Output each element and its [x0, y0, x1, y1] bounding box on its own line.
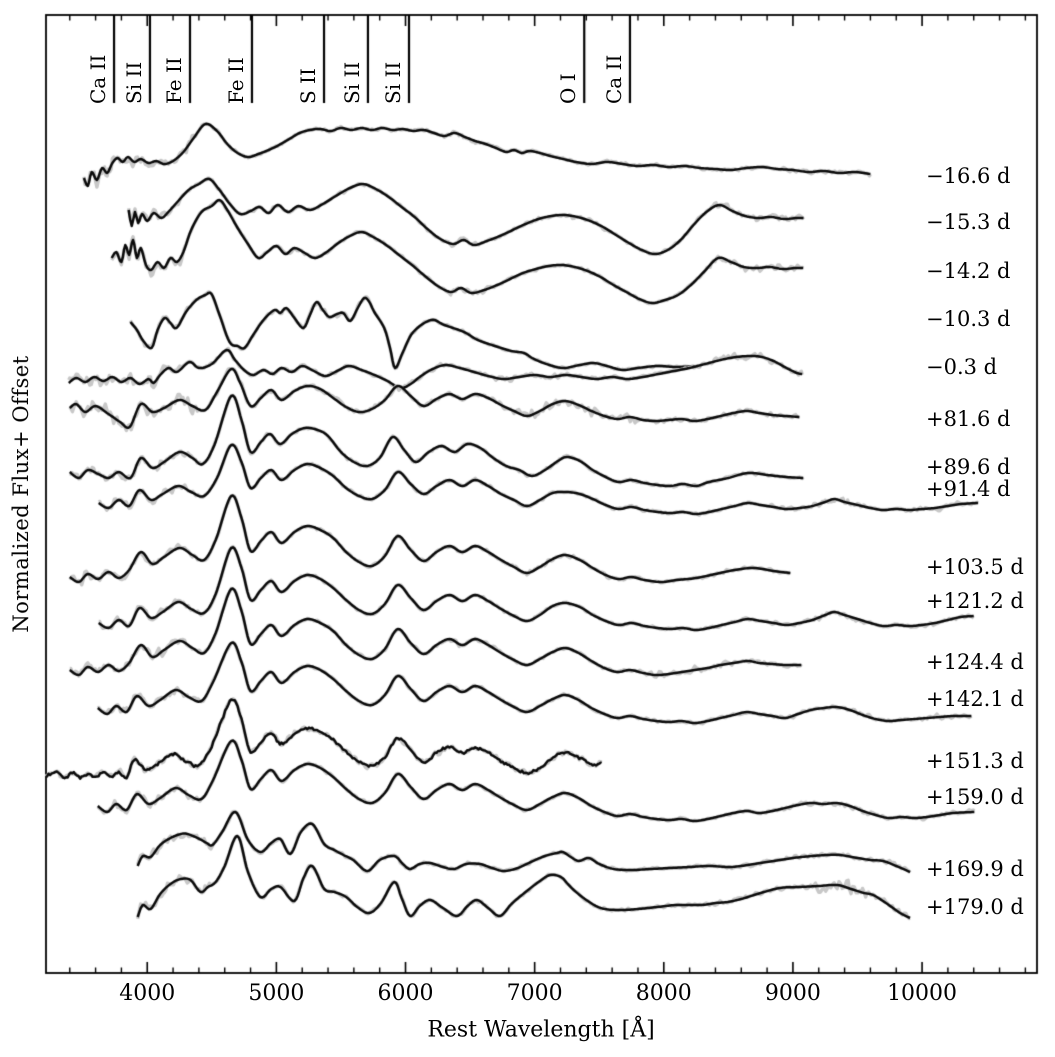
x-tick-label-4000: 4000: [119, 981, 176, 1006]
x-tick-label-10000: 10000: [887, 981, 958, 1006]
ion-label-fe-ii-2: Fe II: [161, 57, 186, 104]
epoch-label-6: +89.6 d: [926, 455, 1011, 479]
ion-label-ca-ii-0: Ca II: [86, 54, 111, 104]
ion-label-o-i-7: O I: [556, 73, 581, 104]
epoch-label-1: −15.3 d: [926, 210, 1011, 234]
epoch-label-14: +169.9 d: [926, 857, 1024, 881]
epoch-label-10: +124.4 d: [926, 650, 1024, 674]
ion-label-s-ii-4: S II: [296, 68, 321, 104]
x-tick-label-8000: 8000: [635, 981, 692, 1006]
epoch-label-4: −0.3 d: [926, 355, 998, 379]
ion-label-si-ii-5: Si II: [339, 61, 364, 104]
epoch-label-3: −10.3 d: [926, 307, 1011, 331]
epoch-label-0: −16.6 d: [926, 164, 1011, 188]
epoch-label-5: +81.6 d: [926, 407, 1011, 431]
x-tick-label-7000: 7000: [506, 981, 563, 1006]
epoch-label-11: +142.1 d: [926, 687, 1024, 711]
x-tick-label-5000: 5000: [248, 981, 305, 1006]
y-axis-title: Normalized Flux+ Offset: [9, 355, 33, 633]
ion-label-si-ii-1: Si II: [121, 61, 146, 104]
x-tick-label-9000: 9000: [764, 981, 821, 1006]
epoch-label-13: +159.0 d: [926, 785, 1024, 809]
x-axis-title: Rest Wavelength [Å]: [427, 1017, 655, 1043]
epoch-label-8: +103.5 d: [926, 555, 1024, 579]
epoch-label-12: +151.3 d: [926, 749, 1024, 773]
ion-label-ca-ii-8: Ca II: [601, 54, 626, 104]
epoch-label-9: +121.2 d: [926, 589, 1024, 613]
x-tick-label-6000: 6000: [377, 981, 434, 1006]
epoch-label-15: +179.0 d: [926, 895, 1024, 919]
ion-label-fe-ii-3: Fe II: [223, 57, 248, 104]
epoch-label-7: +91.4 d: [926, 477, 1011, 501]
ion-label-si-ii-6: Si II: [381, 61, 405, 104]
epoch-label-2: −14.2 d: [926, 259, 1011, 283]
